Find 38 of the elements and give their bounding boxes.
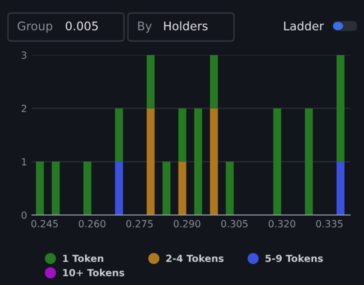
x-tick-label: 0.320 — [268, 220, 296, 228]
legend-label: 2-4 Tokens — [166, 254, 224, 262]
y-tick-label: 2 — [22, 104, 26, 112]
text: Holders — [164, 21, 208, 30]
bar — [115, 162, 123, 215]
bar — [336, 162, 344, 215]
text: 0.005 — [66, 21, 98, 30]
x-tick-label: 0.335 — [316, 220, 342, 228]
y-tick-label: 1 — [22, 158, 26, 166]
bar — [146, 108, 155, 215]
bar — [36, 162, 44, 215]
legend-label: 1 Token — [63, 254, 104, 262]
text: Group — [18, 21, 52, 33]
bar — [146, 55, 155, 108]
bar — [115, 108, 123, 162]
legend-label: 5-9 Tokens — [266, 254, 323, 262]
y-tick-label: 0 — [22, 211, 26, 219]
text: By — [138, 22, 152, 33]
bar — [226, 162, 234, 215]
bar — [304, 108, 313, 215]
x-tick-label: 0.290 — [174, 220, 200, 228]
bar — [336, 55, 344, 162]
bar — [273, 108, 282, 215]
bar — [210, 55, 218, 108]
bar — [162, 162, 170, 215]
text: Ladder — [284, 21, 324, 30]
bar — [178, 162, 186, 215]
bar — [83, 162, 92, 215]
x-tick-label: 0.245 — [31, 220, 58, 228]
legend-label: 10+ Tokens — [63, 268, 124, 276]
bar — [52, 162, 60, 215]
x-tick-label: 0.305 — [221, 220, 248, 228]
bar — [194, 108, 202, 215]
bar — [210, 108, 218, 215]
x-tick-label: 0.260 — [78, 220, 106, 228]
x-tick-label: 0.275 — [126, 220, 153, 228]
y-tick-label: 3 — [22, 51, 26, 59]
bar — [178, 108, 186, 162]
